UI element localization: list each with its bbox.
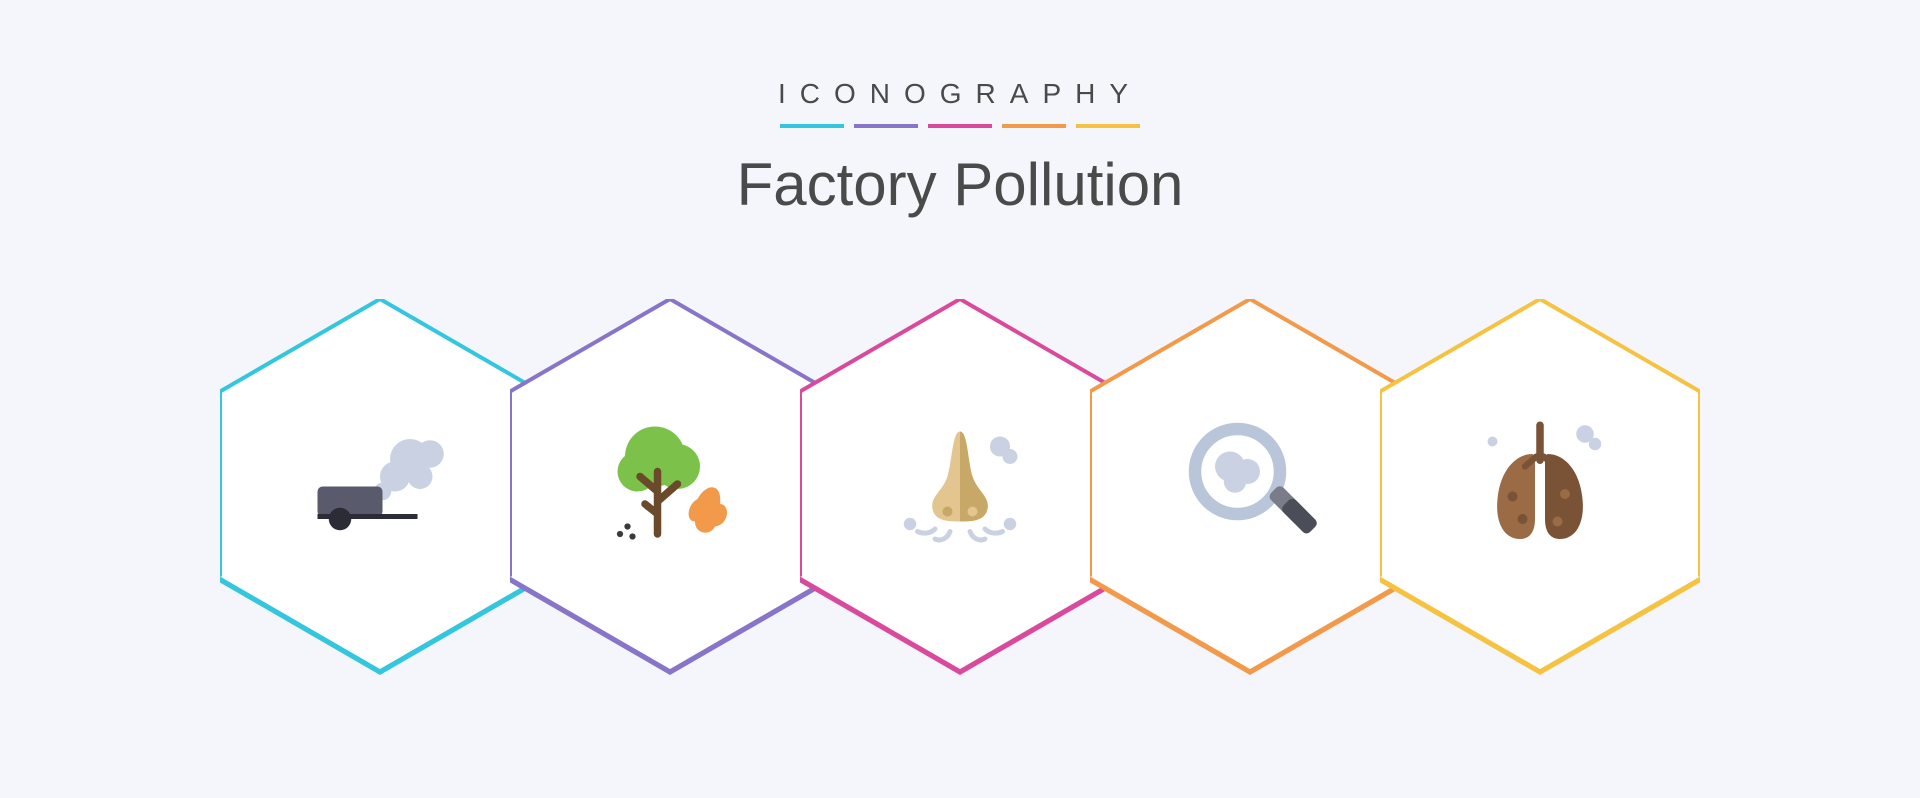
lungs-dirty-icon	[1465, 409, 1615, 559]
hex-content	[510, 299, 830, 669]
car-smoke-icon	[305, 409, 455, 559]
header: ICONOGRAPHY Factory Pollution	[737, 78, 1184, 219]
icon-tile-nose-dust	[800, 299, 1120, 669]
icon-tile-lungs-dirty	[1380, 299, 1700, 669]
accent-underline	[1076, 124, 1140, 128]
icon-tile-car-smoke	[220, 299, 540, 669]
icon-row	[220, 299, 1700, 669]
hex-content	[1090, 299, 1410, 669]
accent-underline	[854, 124, 918, 128]
icon-tile-magnify-smog	[1090, 299, 1410, 669]
hex-content	[1380, 299, 1700, 669]
overline-text: ICONOGRAPHY	[778, 78, 1142, 110]
accent-underlines	[780, 124, 1140, 128]
page-title: Factory Pollution	[737, 150, 1184, 219]
accent-underline	[928, 124, 992, 128]
accent-underline	[1002, 124, 1066, 128]
icon-tile-tree-fire	[510, 299, 830, 669]
magnify-smog-icon	[1175, 409, 1325, 559]
accent-underline	[780, 124, 844, 128]
hex-content	[800, 299, 1120, 669]
nose-dust-icon	[885, 409, 1035, 559]
hex-content	[220, 299, 540, 669]
tree-fire-icon	[595, 409, 745, 559]
